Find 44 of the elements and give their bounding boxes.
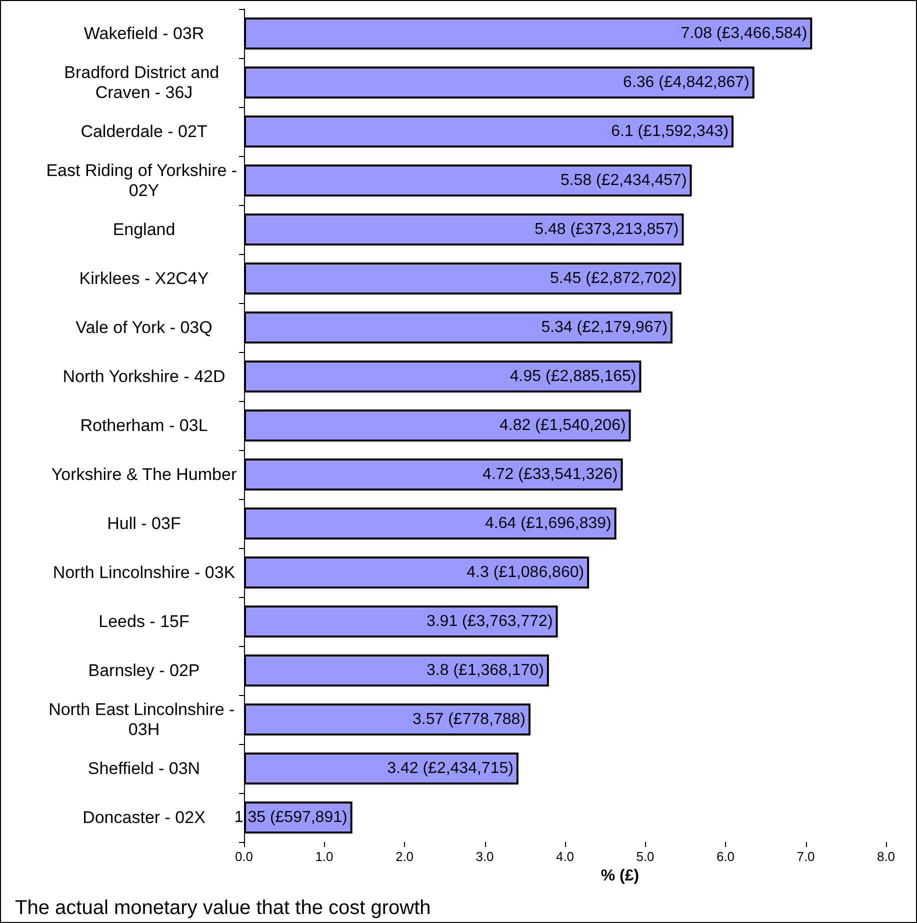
data-label: 3.91 (£3,763,772) <box>426 613 553 630</box>
data-label: 4.3 (£1,086,860) <box>466 564 584 581</box>
y-tick-label: Wakefield - 03R <box>84 24 204 43</box>
y-tick-label: England <box>112 220 176 239</box>
data-label: 3.8 (£1,368,170) <box>426 662 544 679</box>
y-tick-label: North Lincolnshire - 03K <box>52 563 236 582</box>
x-tick-label: 4.0 <box>556 849 574 864</box>
x-axis-title: % (£) <box>600 867 640 884</box>
y-tick-label: Bradford District and Craven - 36J <box>64 63 224 102</box>
y-tick-label: Hull - 03F <box>107 514 181 533</box>
x-tick-label: 2.0 <box>395 849 414 864</box>
data-label: 4.72 (£33,541,326) <box>482 466 618 483</box>
data-label: 3.42 (£2,434,715) <box>387 760 514 777</box>
y-tick-label: Kirklees - X2C4Y <box>79 269 209 288</box>
x-tick-label: 3.0 <box>476 849 494 864</box>
y-tick-label: East Riding of Yorkshire - 02Y <box>46 161 242 200</box>
data-label: 7.08 (£3,466,584) <box>680 25 808 42</box>
y-tick-label: Doncaster - 02X <box>82 808 206 827</box>
data-label: 6.36 (£4,842,867) <box>623 74 750 91</box>
data-label: 3.57 (£778,788) <box>412 711 526 728</box>
y-tick-label: Rotherham - 03L <box>80 416 208 435</box>
y-tick-label: North Yorkshire - 42D <box>62 367 226 386</box>
y-tick-label: Sheffield - 03N <box>88 759 200 778</box>
data-label: 4.82 (£1,540,206) <box>499 417 626 434</box>
y-tick-label: Leeds - 15F <box>98 612 190 631</box>
data-label: 5.45 (£2,872,702) <box>550 270 676 287</box>
y-tick-label: Calderdale - 02T <box>80 122 208 141</box>
x-tick-label: 8.0 <box>876 849 896 864</box>
y-tick-label: North East Lincolnshire - 03H <box>48 700 240 739</box>
data-label: 4.64 (£1,696,839) <box>485 515 612 532</box>
y-tick-label: Vale of York - 03Q <box>76 318 212 337</box>
x-tick-label: 1.0 <box>315 849 334 864</box>
x-tick-label: 7.0 <box>796 849 815 864</box>
text: The actual monetary value that the cost growth <box>15 897 431 919</box>
data-label: 4.95 (£2,885,165) <box>510 368 636 385</box>
x-tick-label: 5.0 <box>636 849 654 864</box>
data-label: 5.34 (£2,179,967) <box>541 319 668 336</box>
data-label: 6.1 (£1,592,343) <box>611 123 729 140</box>
y-tick-label: Yorkshire & The Humber <box>51 465 237 484</box>
x-tick-label: 6.0 <box>716 849 735 864</box>
data-label: 5.58 (£2,434,457) <box>560 172 687 189</box>
y-tick-label: Barnsley - 02P <box>88 661 200 680</box>
x-tick-label: 0.0 <box>234 849 254 864</box>
data-label: 5.48 (£373,213,857) <box>534 221 679 238</box>
